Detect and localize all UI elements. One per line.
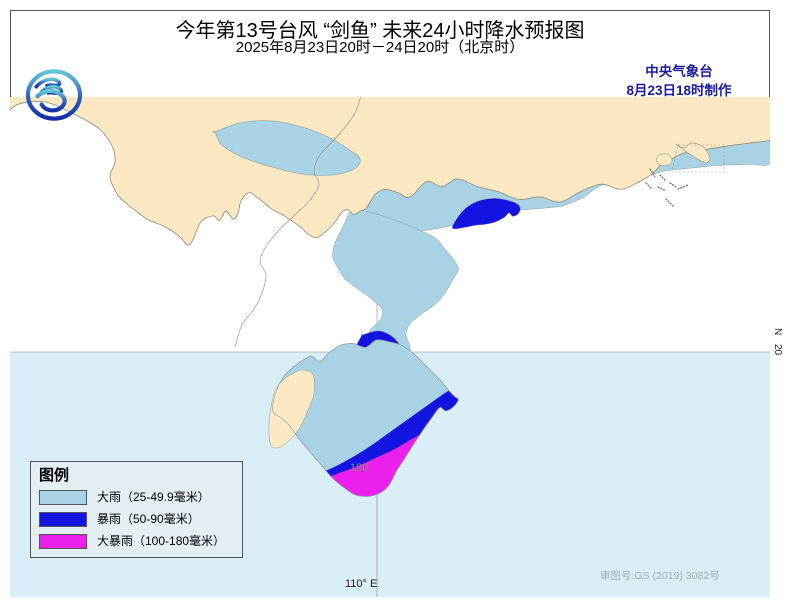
svg-text:180: 180 — [350, 462, 368, 474]
